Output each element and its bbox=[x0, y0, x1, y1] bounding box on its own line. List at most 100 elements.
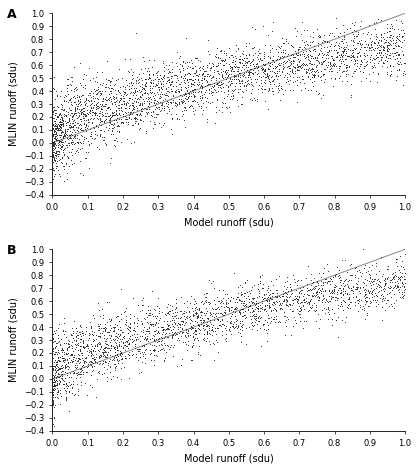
Point bbox=[234, 67, 240, 75]
Point bbox=[70, 110, 77, 118]
Point bbox=[176, 80, 182, 88]
Point bbox=[116, 106, 123, 113]
Point bbox=[68, 101, 75, 109]
Point bbox=[395, 283, 402, 290]
Point bbox=[310, 54, 316, 62]
Point bbox=[59, 134, 66, 141]
Point bbox=[352, 294, 359, 301]
Point bbox=[178, 355, 185, 362]
Point bbox=[179, 317, 186, 324]
Point bbox=[123, 316, 129, 323]
Point bbox=[68, 351, 75, 358]
Point bbox=[71, 368, 77, 375]
Point bbox=[53, 377, 60, 385]
Point bbox=[76, 169, 83, 177]
Point bbox=[309, 64, 315, 72]
Point bbox=[86, 329, 92, 337]
Point bbox=[218, 47, 224, 55]
Point bbox=[318, 59, 324, 66]
Point bbox=[99, 350, 106, 358]
Point bbox=[101, 118, 108, 126]
Point bbox=[50, 385, 57, 393]
Point bbox=[321, 309, 328, 317]
Point bbox=[66, 388, 72, 396]
Point bbox=[301, 296, 307, 304]
Point bbox=[102, 140, 109, 147]
Point bbox=[118, 359, 125, 367]
Point bbox=[87, 108, 93, 115]
Point bbox=[87, 357, 94, 365]
Point bbox=[285, 77, 291, 84]
Point bbox=[118, 349, 125, 356]
Point bbox=[116, 104, 123, 112]
Point bbox=[396, 30, 402, 38]
Point bbox=[79, 171, 86, 178]
Point bbox=[79, 327, 86, 334]
Point bbox=[300, 292, 307, 299]
Point bbox=[53, 358, 60, 366]
Point bbox=[116, 110, 123, 117]
Point bbox=[289, 308, 296, 315]
Point bbox=[150, 125, 157, 132]
Point bbox=[222, 324, 228, 331]
Point bbox=[79, 140, 86, 147]
Point bbox=[142, 330, 148, 337]
Point bbox=[97, 116, 104, 123]
Point bbox=[228, 70, 235, 77]
Point bbox=[96, 107, 103, 115]
Point bbox=[247, 68, 253, 76]
Point bbox=[301, 65, 307, 72]
Point bbox=[78, 115, 84, 123]
Point bbox=[336, 39, 342, 47]
Point bbox=[114, 122, 121, 130]
Point bbox=[193, 327, 199, 335]
Point bbox=[191, 301, 198, 308]
Point bbox=[192, 55, 199, 62]
Point bbox=[187, 76, 194, 83]
Point bbox=[105, 103, 112, 111]
Point bbox=[59, 346, 66, 353]
Point bbox=[277, 82, 284, 90]
Point bbox=[93, 335, 100, 343]
Point bbox=[83, 112, 89, 119]
Point bbox=[245, 68, 252, 76]
Point bbox=[270, 313, 277, 320]
Point bbox=[74, 124, 81, 132]
Point bbox=[58, 129, 65, 136]
Point bbox=[300, 48, 307, 56]
Point bbox=[72, 101, 79, 108]
Point bbox=[78, 366, 85, 374]
Point bbox=[90, 315, 97, 322]
Point bbox=[362, 295, 368, 302]
Point bbox=[200, 106, 207, 114]
Point bbox=[155, 328, 161, 336]
Point bbox=[95, 369, 102, 377]
Point bbox=[250, 56, 257, 63]
Point bbox=[106, 76, 113, 84]
Point bbox=[268, 301, 275, 308]
Point bbox=[396, 52, 403, 59]
Point bbox=[193, 310, 199, 317]
Point bbox=[74, 102, 81, 110]
Point bbox=[250, 298, 257, 306]
Point bbox=[57, 133, 63, 141]
Point bbox=[192, 86, 198, 93]
Point bbox=[203, 76, 210, 84]
Point bbox=[160, 77, 167, 84]
Point bbox=[283, 323, 290, 330]
Point bbox=[354, 28, 361, 35]
Point bbox=[173, 78, 179, 86]
Point bbox=[108, 345, 114, 352]
Point bbox=[67, 80, 74, 88]
Point bbox=[151, 306, 158, 313]
Point bbox=[88, 130, 95, 137]
Point bbox=[61, 145, 68, 153]
Point bbox=[54, 134, 60, 142]
Point bbox=[148, 349, 155, 357]
Point bbox=[342, 61, 349, 69]
Point bbox=[399, 71, 406, 79]
Point bbox=[109, 342, 116, 350]
Point bbox=[235, 75, 242, 83]
Point bbox=[112, 338, 119, 346]
Point bbox=[261, 67, 268, 74]
